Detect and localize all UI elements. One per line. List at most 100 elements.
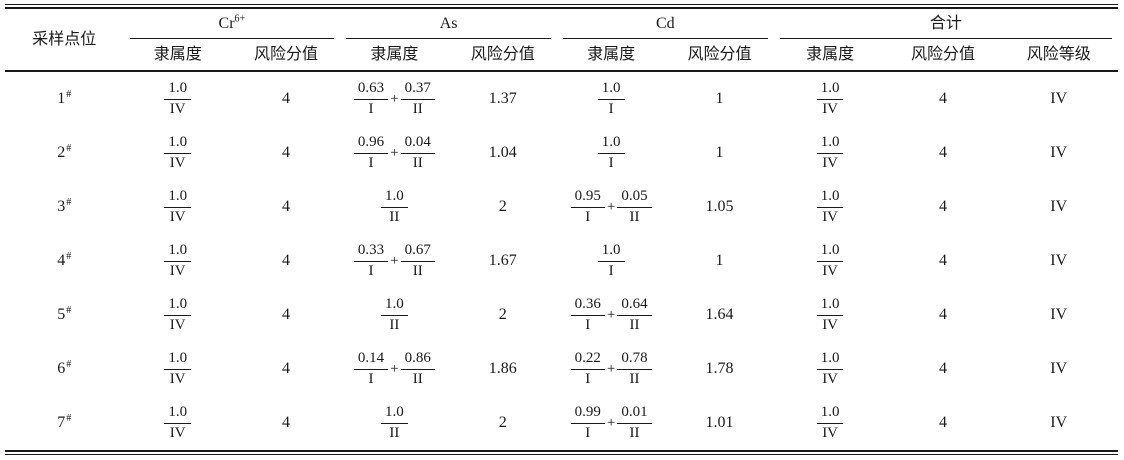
fraction-denominator: IV	[822, 154, 839, 171]
membership-cell-as: 1.0 II	[340, 288, 448, 342]
sampling-point-sup: #	[66, 143, 72, 155]
fraction-denominator: I	[608, 100, 614, 117]
fraction-denominator: II	[389, 316, 400, 333]
fraction: 0.95 I	[570, 188, 605, 226]
membership-cell-as: 1.0 II	[340, 180, 448, 234]
score-cell-total: 4	[938, 198, 947, 216]
fraction: 0.37 II	[400, 80, 435, 118]
sampling-point-cell: 3#	[5, 180, 124, 234]
fraction-numerator: 0.01	[617, 404, 652, 424]
membership-cell-total: 1.0 IV	[774, 126, 887, 180]
fraction: 1.0 II	[381, 296, 408, 334]
fraction-denominator: IV	[822, 370, 839, 387]
table-bottom-border	[5, 450, 1118, 455]
score-cell-cd: 1	[715, 252, 724, 270]
score-cell-cr: 4	[282, 414, 291, 432]
group-label-as: As	[439, 14, 458, 32]
fraction: 0.22 I	[570, 350, 605, 388]
table-row: 1# 1.0 IV 4 0.63 I +0.37 II 1.37 1.0 I 1 1.0 IV 4 IV	[5, 71, 1118, 126]
fraction-denominator: IV	[169, 262, 186, 279]
fraction-denominator: IV	[169, 154, 186, 171]
fraction-numerator: 0.14	[353, 350, 389, 370]
membership-expression: 1.0 IV	[816, 404, 844, 442]
fraction: 0.36 I	[570, 296, 605, 334]
table-row: 6# 1.0 IV 4 0.14 I +0.86 II 1.86 0.22 I +0.78 II 1.78…	[5, 342, 1118, 396]
plus-sign: +	[390, 145, 399, 161]
fraction-denominator: II	[629, 424, 640, 441]
sampling-point-label: 7	[57, 414, 66, 432]
fraction-numerator: 1.0	[816, 296, 844, 316]
fraction-numerator: 0.22	[570, 350, 605, 370]
col-header-membership-cd: 隶属度	[556, 39, 666, 72]
fraction-denominator: IV	[822, 208, 839, 225]
sampling-point-label: 4	[57, 252, 66, 270]
sampling-point-sup: #	[66, 251, 72, 263]
fraction-numerator: 1.0	[597, 134, 625, 154]
fraction: 1.0 IV	[816, 134, 844, 172]
col-header-sampling-point: 采样点位	[5, 9, 124, 72]
table-row: 5# 1.0 IV 4 1.0 II 2 0.36 I +0.64 II 1.64 1.0 IV 4 IV	[5, 288, 1118, 342]
fraction-numerator: 1.0	[381, 188, 408, 208]
fraction-numerator: 1.0	[381, 296, 408, 316]
membership-cell-cr: 1.0 IV	[124, 288, 232, 342]
membership-expression: 0.14 I +0.86 II	[353, 350, 435, 388]
membership-cell-cd: 0.95 I +0.05 II	[557, 180, 665, 234]
sampling-point-sup: #	[66, 197, 72, 209]
fraction-denominator: IV	[169, 100, 186, 117]
group-header-cr6: Cr6+	[124, 9, 341, 39]
membership-cell-total: 1.0 IV	[774, 396, 887, 450]
fraction-numerator: 0.63	[353, 80, 389, 100]
col-header-membership-as: 隶属度	[340, 39, 449, 72]
fraction: 1.0 IV	[816, 242, 844, 280]
sampling-point-cell: 4#	[5, 234, 124, 288]
col-header-score-cd: 风险分值	[665, 39, 774, 72]
fraction: 1.0 I	[597, 80, 625, 118]
fraction: 1.0 II	[381, 188, 408, 226]
fraction: 1.0 IV	[816, 350, 844, 388]
fraction: 1.0 IV	[816, 80, 844, 118]
membership-expression: 1.0 IV	[816, 350, 844, 388]
score-cell-cd: 1.01	[705, 414, 734, 432]
membership-cell-as: 0.63 I +0.37 II	[340, 71, 448, 126]
membership-expression: 1.0 IV	[164, 80, 192, 118]
fraction-denominator: II	[629, 208, 640, 225]
membership-expression: 1.0 IV	[816, 242, 844, 280]
fraction-numerator: 1.0	[164, 80, 192, 100]
fraction: 0.86 II	[400, 350, 435, 388]
membership-cell-total: 1.0 IV	[774, 71, 887, 126]
membership-cell-cr: 1.0 IV	[124, 180, 232, 234]
sampling-point-sup: #	[66, 305, 72, 317]
header-sub-row: 隶属度 风险分值 隶属度 风险分值 隶属度 风险分值 隶属度 风险分值 风险等级	[5, 39, 1118, 72]
fraction-numerator: 1.0	[597, 242, 625, 262]
fraction-denominator: I	[608, 154, 614, 171]
group-header-as: As	[340, 9, 557, 39]
fraction-denominator: II	[412, 154, 423, 171]
fraction-numerator: 1.0	[816, 188, 844, 208]
fraction: 1.0 IV	[164, 134, 192, 172]
score-cell-total: 4	[938, 144, 947, 162]
fraction-numerator: 1.0	[816, 242, 844, 262]
group-label-cd: Cd	[655, 14, 675, 32]
membership-expression: 0.33 I +0.67 II	[353, 242, 435, 280]
score-cell-as: 1.04	[488, 144, 517, 162]
plus-sign: +	[606, 415, 616, 431]
fraction-numerator: 0.96	[353, 134, 389, 154]
fraction-numerator: 0.95	[570, 188, 605, 208]
score-cell-total: 4	[938, 90, 947, 108]
table-row: 7# 1.0 IV 4 1.0 II 2 0.99 I +0.01 II 1.01 1.0 IV 4 IV	[5, 396, 1118, 450]
fraction: 1.0 II	[381, 404, 408, 442]
score-cell-cr: 4	[282, 252, 291, 270]
membership-cell-cd: 1.0 I	[557, 126, 665, 180]
table-body: 1# 1.0 IV 4 0.63 I +0.37 II 1.37 1.0 I 1 1.0 IV 4 IV 2# 1…	[5, 71, 1118, 450]
membership-expression: 1.0 IV	[164, 134, 192, 172]
fraction-numerator: 0.05	[617, 188, 652, 208]
plus-sign: +	[606, 199, 616, 215]
sampling-point-cell: 5#	[5, 288, 124, 342]
sampling-point-sup: #	[66, 359, 72, 371]
score-cell-cd: 1	[715, 90, 724, 108]
membership-cell-total: 1.0 IV	[774, 342, 887, 396]
fraction-numerator: 0.86	[400, 350, 435, 370]
col-header-membership-total: 隶属度	[773, 39, 887, 72]
fraction-numerator: 1.0	[164, 404, 192, 424]
